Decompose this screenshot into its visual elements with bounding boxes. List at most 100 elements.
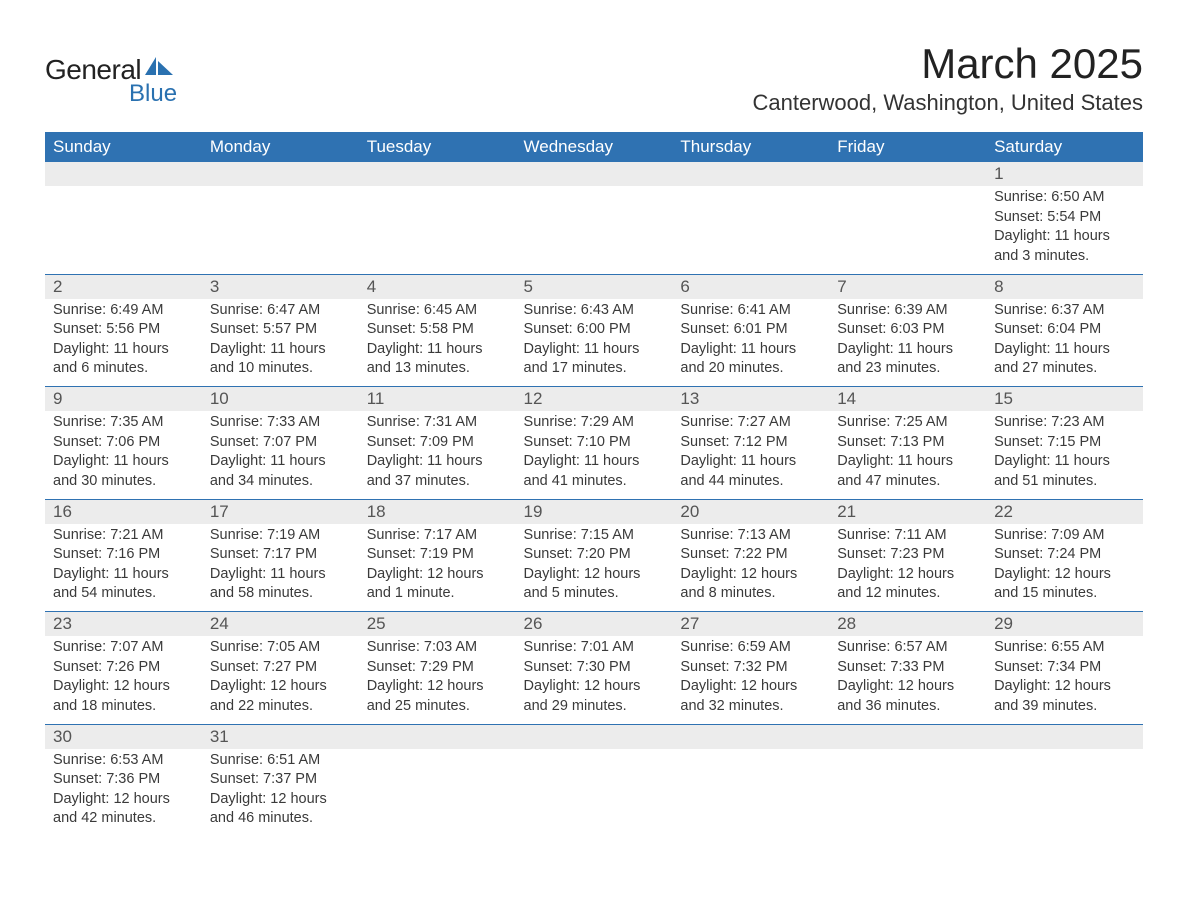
day-number-cell: 21 [829, 499, 986, 524]
day-detail-line: Sunrise: 6:59 AM [680, 638, 821, 658]
day-detail-line: Sunrise: 7:27 AM [680, 413, 821, 433]
day-detail-line: Sunrise: 7:15 AM [524, 526, 665, 546]
day-detail-cell: Sunrise: 6:50 AMSunset: 5:54 PMDaylight:… [986, 186, 1143, 274]
day-number-cell [202, 162, 359, 186]
day-detail-line: and 58 minutes. [210, 584, 351, 604]
day-detail-line: Sunrise: 6:49 AM [53, 301, 194, 321]
day-detail-line: and 34 minutes. [210, 472, 351, 492]
day-detail-line: and 22 minutes. [210, 697, 351, 717]
day-detail-line: Daylight: 11 hours [837, 340, 978, 360]
day-detail-line: Daylight: 12 hours [53, 677, 194, 697]
day-detail-line: Sunset: 7:29 PM [367, 658, 508, 678]
day-detail-line: Daylight: 11 hours [367, 340, 508, 360]
day-detail-line: Daylight: 11 hours [367, 452, 508, 472]
day-number-cell: 19 [516, 499, 673, 524]
day-detail-line: and 51 minutes. [994, 472, 1135, 492]
day-number-row: 9101112131415 [45, 387, 1143, 412]
day-number-cell: 8 [986, 274, 1143, 299]
day-detail-line: Daylight: 12 hours [994, 565, 1135, 585]
day-number-cell: 15 [986, 387, 1143, 412]
day-number-cell [986, 724, 1143, 749]
day-number-cell: 2 [45, 274, 202, 299]
day-detail-cell: Sunrise: 6:47 AMSunset: 5:57 PMDaylight:… [202, 299, 359, 387]
weekday-header: Tuesday [359, 132, 516, 162]
day-number-cell: 20 [672, 499, 829, 524]
day-detail-line: Sunset: 7:19 PM [367, 545, 508, 565]
month-title: March 2025 [752, 40, 1143, 88]
day-detail-cell: Sunrise: 6:59 AMSunset: 7:32 PMDaylight:… [672, 636, 829, 724]
day-detail-cell: Sunrise: 7:05 AMSunset: 7:27 PMDaylight:… [202, 636, 359, 724]
day-detail-line: Sunrise: 6:39 AM [837, 301, 978, 321]
day-detail-line: Sunset: 7:17 PM [210, 545, 351, 565]
day-detail-line: Daylight: 11 hours [994, 340, 1135, 360]
day-content-row: Sunrise: 7:35 AMSunset: 7:06 PMDaylight:… [45, 411, 1143, 499]
day-detail-line: and 36 minutes. [837, 697, 978, 717]
day-detail-line: Sunset: 7:06 PM [53, 433, 194, 453]
day-number-cell: 13 [672, 387, 829, 412]
day-detail-line: Sunrise: 6:50 AM [994, 188, 1135, 208]
day-detail-line: Sunset: 7:15 PM [994, 433, 1135, 453]
day-detail-line: Sunset: 7:32 PM [680, 658, 821, 678]
day-detail-line: and 27 minutes. [994, 359, 1135, 379]
day-detail-line: and 25 minutes. [367, 697, 508, 717]
day-detail-line: and 13 minutes. [367, 359, 508, 379]
day-number-cell: 1 [986, 162, 1143, 186]
day-detail-line: Sunrise: 7:29 AM [524, 413, 665, 433]
day-detail-line: Sunrise: 7:31 AM [367, 413, 508, 433]
day-number-cell: 12 [516, 387, 673, 412]
day-detail-line: Sunset: 5:54 PM [994, 208, 1135, 228]
day-detail-line: and 47 minutes. [837, 472, 978, 492]
day-detail-line: Sunrise: 7:33 AM [210, 413, 351, 433]
day-content-row: Sunrise: 6:50 AMSunset: 5:54 PMDaylight:… [45, 186, 1143, 274]
day-detail-cell: Sunrise: 7:31 AMSunset: 7:09 PMDaylight:… [359, 411, 516, 499]
day-detail-cell [829, 749, 986, 837]
day-detail-line: Sunset: 6:01 PM [680, 320, 821, 340]
day-detail-cell [829, 186, 986, 274]
day-detail-line: Daylight: 11 hours [53, 340, 194, 360]
day-detail-line: and 18 minutes. [53, 697, 194, 717]
day-detail-cell: Sunrise: 6:53 AMSunset: 7:36 PMDaylight:… [45, 749, 202, 837]
logo: General Blue [45, 54, 177, 108]
day-detail-line: Daylight: 12 hours [367, 565, 508, 585]
day-detail-cell: Sunrise: 7:09 AMSunset: 7:24 PMDaylight:… [986, 524, 1143, 612]
day-detail-line: and 42 minutes. [53, 809, 194, 829]
day-detail-line: Daylight: 12 hours [524, 677, 665, 697]
day-detail-line: Sunrise: 6:53 AM [53, 751, 194, 771]
day-detail-cell: Sunrise: 6:45 AMSunset: 5:58 PMDaylight:… [359, 299, 516, 387]
day-number-cell: 16 [45, 499, 202, 524]
weekday-header: Wednesday [516, 132, 673, 162]
day-detail-cell: Sunrise: 7:27 AMSunset: 7:12 PMDaylight:… [672, 411, 829, 499]
day-detail-cell: Sunrise: 7:33 AMSunset: 7:07 PMDaylight:… [202, 411, 359, 499]
day-number-cell: 9 [45, 387, 202, 412]
day-detail-line: Sunset: 7:36 PM [53, 770, 194, 790]
day-detail-line: Daylight: 11 hours [53, 565, 194, 585]
weekday-header: Thursday [672, 132, 829, 162]
day-detail-line: Sunset: 7:33 PM [837, 658, 978, 678]
day-number-cell: 6 [672, 274, 829, 299]
day-detail-cell [359, 186, 516, 274]
day-detail-line: Sunrise: 7:17 AM [367, 526, 508, 546]
day-number-cell: 11 [359, 387, 516, 412]
day-number-cell: 25 [359, 612, 516, 637]
day-detail-cell: Sunrise: 7:11 AMSunset: 7:23 PMDaylight:… [829, 524, 986, 612]
day-detail-line: and 8 minutes. [680, 584, 821, 604]
day-detail-line: Sunset: 6:04 PM [994, 320, 1135, 340]
day-detail-line: and 3 minutes. [994, 247, 1135, 267]
day-detail-line: and 15 minutes. [994, 584, 1135, 604]
day-detail-line: Sunrise: 7:07 AM [53, 638, 194, 658]
day-detail-line: Daylight: 12 hours [210, 790, 351, 810]
day-detail-line: Sunset: 7:26 PM [53, 658, 194, 678]
day-detail-line: Daylight: 11 hours [524, 340, 665, 360]
day-number-cell: 28 [829, 612, 986, 637]
day-detail-cell [672, 186, 829, 274]
day-number-cell: 29 [986, 612, 1143, 637]
day-detail-line: Sunset: 7:10 PM [524, 433, 665, 453]
day-detail-cell: Sunrise: 7:25 AMSunset: 7:13 PMDaylight:… [829, 411, 986, 499]
day-detail-cell [45, 186, 202, 274]
day-detail-line: and 37 minutes. [367, 472, 508, 492]
day-number-cell: 23 [45, 612, 202, 637]
day-number-cell: 7 [829, 274, 986, 299]
day-number-cell: 18 [359, 499, 516, 524]
day-detail-cell [672, 749, 829, 837]
day-number-cell: 22 [986, 499, 1143, 524]
